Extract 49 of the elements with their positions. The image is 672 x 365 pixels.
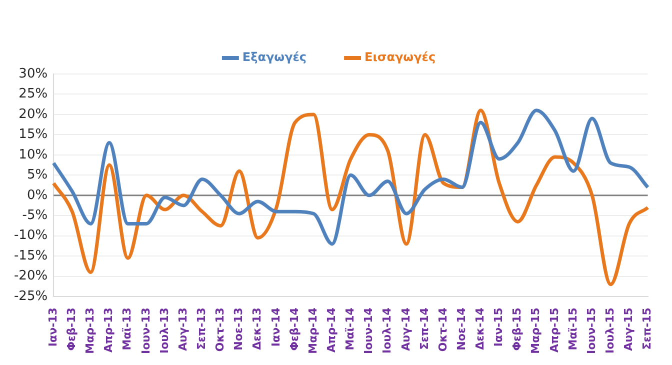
x-tick-label: Απρ-13 [102, 308, 116, 353]
x-tick-label: Αυγ-13 [176, 308, 190, 351]
x-tick-label: Μαϊ-15 [566, 308, 580, 350]
x-tick-label: Απρ-15 [548, 308, 561, 353]
y-tick-label: 30% [18, 66, 48, 82]
line-series [52, 108, 650, 246]
x-tick-label: Οκτ-14 [436, 307, 450, 352]
y-tick-label: 15% [18, 127, 48, 142]
y-tick-label: -25% [14, 288, 48, 304]
y-tick-label: 5% [26, 168, 48, 183]
y-tick-label: 25% [18, 86, 48, 102]
x-tick-label: Δεκ-13 [250, 308, 264, 350]
x-tick-label: Μαϊ-13 [120, 308, 134, 350]
line-series [52, 108, 650, 286]
x-tick-label: Ιαν-14 [269, 307, 282, 347]
x-tick-label: Ιουλ-15 [604, 308, 617, 354]
x-tick-label: Ιαν-13 [46, 308, 60, 347]
x-tick-label: Μαρ-15 [529, 308, 542, 354]
y-tick-label: -10% [14, 228, 48, 244]
y-tick-label: 0% [26, 188, 48, 203]
y-tick-label: 10% [18, 147, 48, 162]
y-tick-label: 20% [18, 106, 48, 122]
x-tick-label: Μαρ-14 [306, 307, 320, 354]
x-tick-label: Ιουλ-14 [380, 307, 394, 354]
x-tick-label: Φεβ-14 [288, 307, 301, 351]
legend-label: Εισαγωγές [364, 50, 436, 64]
x-tick-label: Νοε-14 [454, 307, 468, 350]
x-tick-label: Οκτ-13 [214, 308, 227, 352]
legend-label: Εξαγωγές [242, 50, 307, 64]
y-tick-label: -20% [14, 268, 48, 284]
x-tick-label: Αυγ-14 [399, 307, 412, 351]
x-tick-label: Ιουλ-13 [158, 308, 171, 354]
x-tick-label: Σεπ-15 [640, 308, 654, 350]
y-tick-label: -5% [22, 208, 48, 223]
x-tick-label: Μαϊ-14 [344, 307, 357, 350]
x-tick-label: Δεκ-14 [474, 307, 487, 350]
x-tick-label: Ιουν-13 [139, 308, 152, 354]
x-tick-label: Μαρ-13 [84, 308, 97, 354]
x-tick-label: Ιουν-15 [584, 308, 598, 354]
x-tick-label: Ιαν-15 [492, 308, 506, 347]
y-tick-label: -15% [14, 248, 48, 264]
x-tick-label: Φεβ-13 [65, 308, 78, 351]
x-tick-label: Σεπ-13 [195, 308, 208, 350]
x-tick-label: Αυγ-15 [622, 308, 636, 351]
x-tick-label: Φεβ-15 [510, 308, 524, 351]
x-tick-label: Απρ-14 [324, 307, 338, 353]
x-tick-label: Ιουν-14 [362, 307, 376, 354]
x-tick-label: Σεπ-14 [418, 307, 431, 350]
x-tick-label: Νοε-13 [232, 308, 246, 350]
